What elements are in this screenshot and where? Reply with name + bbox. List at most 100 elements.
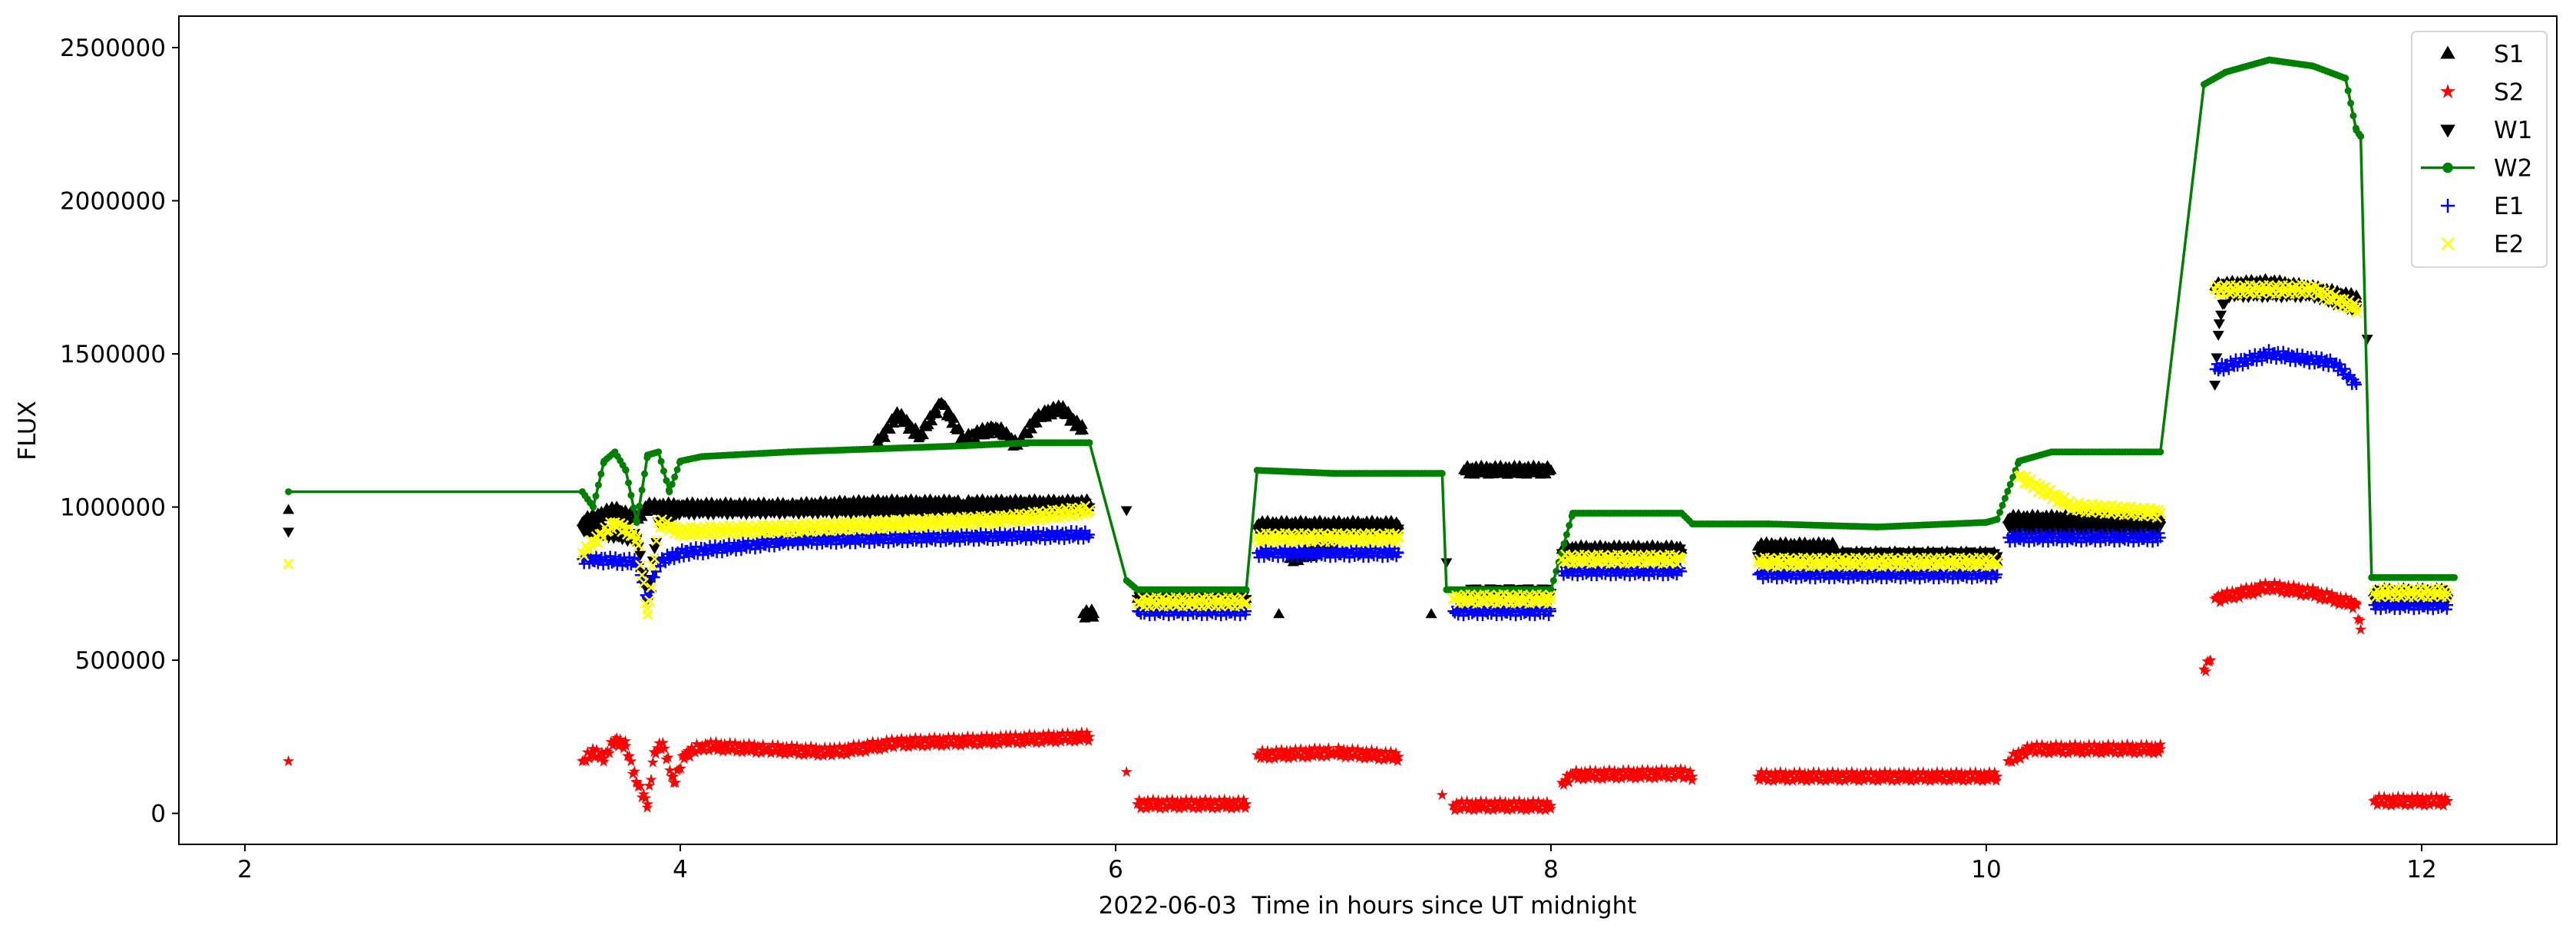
data-point-S2 (2083, 738, 2095, 750)
data-point-S2 (1030, 737, 1043, 748)
data-point-E2 (597, 532, 609, 543)
data-point-S2 (1817, 768, 1830, 779)
data-point-S2 (2105, 744, 2118, 755)
data-point-E1 (801, 536, 812, 547)
data-point-S1 (1292, 555, 1305, 566)
data-point-W1 (2213, 319, 2225, 330)
data-point-S2 (1761, 766, 1773, 778)
data-point-S2 (1842, 771, 1854, 783)
data-point-W1 (283, 527, 295, 538)
data-point-S2 (954, 739, 967, 751)
data-point-S2 (1908, 769, 1921, 781)
data-point-S2 (1557, 778, 1570, 790)
data-point-S2 (1199, 793, 1212, 805)
data-point-S2 (824, 741, 836, 753)
data-point-S2 (1293, 748, 1305, 761)
data-point-E1 (1378, 545, 1390, 557)
data-point-S2 (597, 755, 610, 767)
data-point-S2 (1212, 802, 1224, 814)
data-point-E1 (2077, 529, 2088, 540)
data-point-S2 (1175, 794, 1187, 807)
data-point-S2 (1255, 751, 1267, 764)
data-point-S2 (1801, 775, 1813, 787)
data-point-E2 (283, 558, 294, 570)
data-point-S2 (780, 740, 792, 752)
data-point-E1 (2279, 353, 2290, 365)
data-point-S2 (1054, 735, 1067, 747)
data-point-S2 (1069, 735, 1081, 747)
data-point-E1 (2343, 372, 2354, 383)
data-point-S2 (1183, 799, 1195, 811)
data-point-E1 (699, 542, 710, 553)
data-point-S2 (1589, 764, 1602, 776)
data-point-S2 (1872, 775, 1884, 787)
data-point-S2 (2019, 749, 2032, 761)
data-point-S2 (855, 746, 867, 758)
data-point-S2 (1238, 794, 1250, 805)
data-point-S2 (1060, 733, 1072, 745)
data-point-S2 (1941, 768, 1954, 780)
data-point-S2 (1839, 775, 1851, 786)
data-point-S2 (634, 779, 646, 791)
data-point-W2 (590, 504, 597, 511)
data-point-S2 (596, 746, 608, 758)
data-point-S2 (1675, 767, 1688, 779)
data-point-S2 (968, 738, 980, 751)
data-point-S2 (283, 755, 295, 767)
data-point-S2 (650, 748, 662, 759)
data-point-S2 (1362, 748, 1374, 760)
data-point-S2 (1631, 765, 1643, 777)
data-point-S2 (1598, 765, 1610, 776)
data-point-S2 (1202, 798, 1215, 810)
data-point-S2 (675, 762, 687, 774)
data-point-S2 (913, 737, 925, 748)
data-point-S2 (1931, 765, 1943, 778)
data-point-S2 (891, 736, 904, 748)
data-point-S2 (1991, 770, 2003, 782)
data-point-S2 (925, 736, 937, 748)
data-point-S2 (947, 731, 960, 742)
data-point-S2 (1577, 773, 1589, 784)
data-point-S2 (1459, 801, 1471, 813)
data-point-S2 (655, 743, 667, 755)
data-point-S2 (1642, 763, 1654, 775)
data-point-S2 (1289, 743, 1301, 755)
data-point-E1 (1352, 550, 1364, 561)
data-point-S2 (1780, 766, 1792, 778)
data-point-S2 (1556, 776, 1568, 788)
data-point-S2 (1263, 752, 1275, 765)
data-point-S2 (1813, 766, 1825, 778)
data-point-S2 (1765, 768, 1778, 780)
data-point-E1 (2092, 530, 2103, 542)
data-point-S2 (739, 741, 752, 754)
data-point-S2 (1066, 728, 1079, 740)
data-point-E1 (2317, 360, 2329, 372)
data-point-S2 (1938, 775, 1950, 786)
data-point-S2 (2298, 583, 2310, 596)
data-point-E1 (2032, 534, 2043, 546)
data-point-S2 (701, 738, 713, 750)
data-point-W2 (594, 481, 602, 489)
data-point-S2 (696, 739, 708, 751)
data-point-S2 (2423, 798, 2435, 811)
data-point-S2 (1606, 768, 1619, 781)
data-point-S2 (2259, 576, 2272, 589)
data-point-S2 (1917, 766, 1930, 778)
data-point-S2 (1886, 775, 1898, 786)
data-point-S2 (1545, 799, 1557, 811)
data-point-S2 (1456, 795, 1468, 807)
data-point-S2 (2317, 589, 2330, 600)
data-point-S2 (2007, 748, 2019, 759)
data-point-S2 (1684, 765, 1696, 777)
data-point-S2 (1767, 775, 1780, 786)
data-point-W2 (2001, 494, 2009, 502)
data-point-W2 (666, 488, 673, 496)
data-point-S2 (949, 738, 961, 751)
data-point-E1 (2237, 360, 2248, 372)
data-point-W1 (649, 543, 661, 554)
data-point-E2 (1084, 504, 1095, 516)
data-point-S2 (1133, 794, 1146, 805)
data-point-S2 (1930, 774, 1942, 785)
data-point-S2 (2418, 799, 2430, 811)
data-point-E1 (1003, 530, 1014, 541)
